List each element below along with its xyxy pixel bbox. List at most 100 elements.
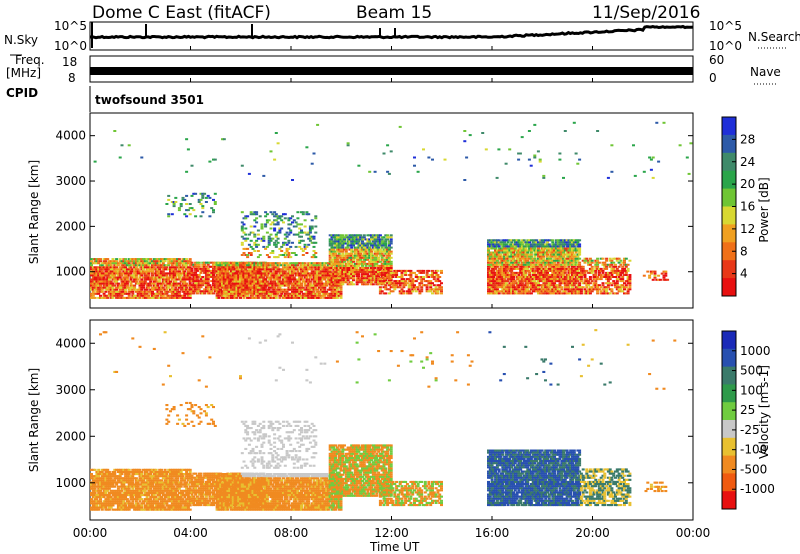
heatmap-cell [538, 241, 542, 244]
heatmap-cell [97, 280, 101, 283]
heatmap-cell [113, 284, 117, 287]
heatmap-cell [165, 258, 169, 261]
heatmap-cell [375, 273, 379, 276]
heatmap-cell [547, 249, 551, 252]
heatmap-cell [520, 292, 524, 295]
heatmap-cell [274, 290, 278, 293]
heatmap-cell [292, 296, 296, 299]
heatmap-cell [138, 262, 142, 265]
heatmap-cell [188, 268, 192, 271]
heatmap-cell [519, 247, 523, 250]
heatmap-cell [350, 250, 354, 253]
heatmap-cell [524, 267, 528, 270]
heatmap-cell [359, 246, 363, 249]
heatmap-cell [247, 252, 251, 254]
heatmap-cell [269, 284, 273, 287]
heatmap-cell [542, 271, 546, 274]
heatmap-cell [546, 271, 549, 274]
heatmap-cell [160, 274, 163, 277]
heatmap-cell [282, 213, 285, 216]
heatmap-cell [133, 276, 137, 279]
heatmap-cell [323, 294, 327, 297]
heatmap-cell [206, 261, 210, 264]
heatmap-cell [147, 286, 151, 289]
heatmap-cell [296, 284, 300, 287]
heatmap-cell [556, 290, 560, 293]
heatmap-cell [366, 248, 370, 251]
heatmap-cell [380, 280, 384, 283]
heatmap-cell [353, 267, 357, 269]
heatmap-cell [260, 223, 264, 226]
heatmap-cell [301, 278, 305, 281]
heatmap-cell [111, 270, 115, 273]
heatmap-cell [362, 279, 366, 282]
heatmap-cell [490, 284, 494, 287]
heatmap-cell [177, 262, 181, 265]
heatmap-cell [247, 296, 251, 299]
heatmap-cell [490, 259, 494, 262]
heatmap-cell [487, 247, 490, 250]
heatmap-cell [253, 243, 257, 246]
heatmap-cell [429, 286, 433, 289]
heatmap-cell [149, 296, 153, 299]
heatmap-cell [151, 266, 154, 269]
heatmap-cell [163, 260, 167, 263]
heatmap-cell [142, 284, 145, 287]
heatmap-cell [328, 284, 332, 287]
heatmap-cell [97, 262, 101, 265]
heatmap-cell [416, 269, 420, 272]
heatmap-cell [314, 266, 318, 269]
heatmap-cell [163, 292, 167, 295]
heatmap-cell [246, 292, 250, 295]
heatmap-cell [413, 284, 416, 287]
heatmap-cell [167, 260, 171, 263]
heatmap-cell [513, 290, 517, 293]
heatmap-cell [361, 277, 364, 280]
heatmap-cell [212, 269, 215, 272]
heatmap-cell [233, 294, 237, 297]
heatmap-cell [522, 286, 526, 289]
heatmap-cell [386, 250, 390, 253]
heatmap-cell [115, 276, 119, 279]
heatmap-cell [510, 249, 514, 252]
heatmap-cell [353, 264, 357, 267]
heatmap-cell [237, 271, 241, 274]
heatmap-cell [91, 280, 95, 283]
heatmap-cell [563, 288, 567, 291]
heatmap-cell [520, 255, 524, 258]
heatmap-cell [240, 278, 244, 281]
heatmap-cell [492, 288, 496, 291]
heatmap-cell [377, 267, 381, 269]
heatmap-cell [355, 260, 359, 263]
heatmap-cell [544, 239, 548, 242]
heatmap-cell [149, 258, 153, 261]
heatmap-cell [262, 237, 266, 240]
heatmap-cell [503, 253, 507, 256]
heatmap-cell [387, 269, 391, 271]
heatmap-cell [547, 257, 551, 260]
heatmap-cell [107, 278, 111, 281]
heatmap-cell [386, 277, 390, 280]
heatmap-cell [151, 292, 154, 295]
heatmap-cell [348, 234, 352, 237]
heatmap-cell [176, 258, 180, 261]
heatmap-cell [145, 284, 149, 287]
heatmap-cell [217, 284, 221, 287]
heatmap-cell [546, 276, 549, 278]
heatmap-cell [368, 250, 372, 253]
heatmap-cell [554, 265, 558, 268]
heatmap-cell [420, 286, 424, 289]
heatmap-cell [283, 278, 287, 281]
heatmap-cell [271, 280, 275, 283]
heatmap-cell [287, 223, 291, 226]
heatmap-cell [312, 292, 316, 295]
heatmap-cell [237, 261, 241, 264]
heatmap-cell [503, 288, 507, 291]
heatmap-cell [357, 238, 361, 241]
heatmap-cell [239, 282, 242, 285]
heatmap-cell [429, 290, 433, 293]
heatmap-cell [370, 248, 373, 251]
heatmap-cell [134, 294, 138, 297]
heatmap-cell [371, 279, 375, 282]
heatmap-cell [249, 264, 253, 267]
